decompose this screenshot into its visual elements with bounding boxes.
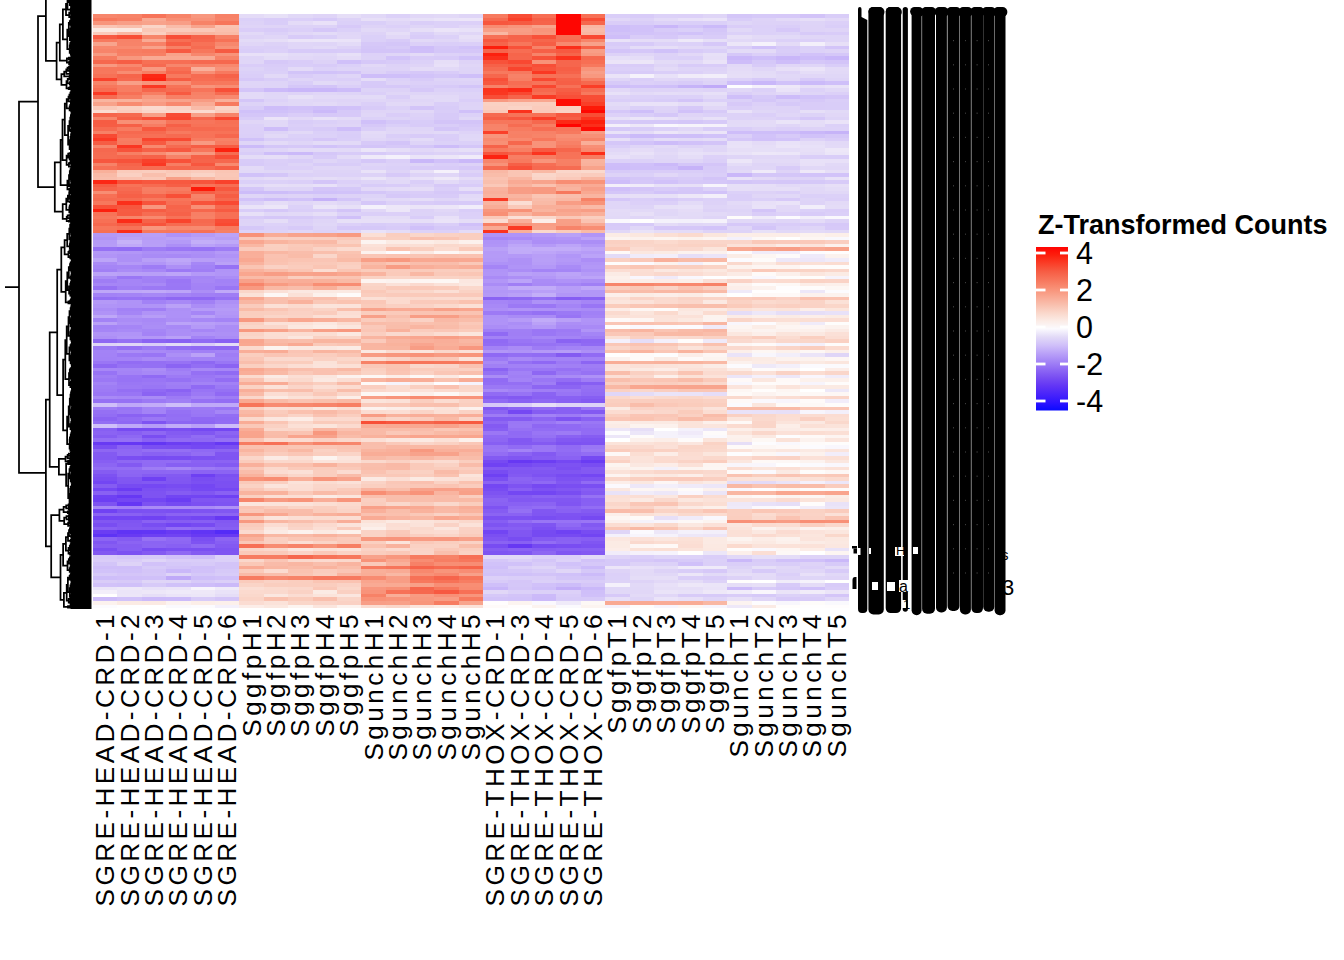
- svg-text:H: H: [896, 543, 905, 558]
- svg-text:1: 1: [903, 597, 910, 612]
- svg-text:3: 3: [1002, 575, 1014, 600]
- svg-text:a: a: [899, 578, 908, 595]
- svg-text:s: s: [1001, 546, 1009, 563]
